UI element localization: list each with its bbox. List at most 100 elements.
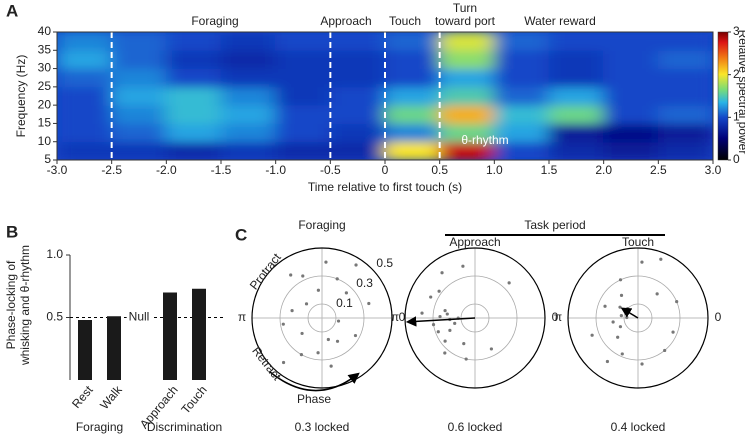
x-axis-label: Time relative to first touch (s): [308, 180, 462, 194]
theta-label: π: [238, 310, 246, 324]
polar-point: [335, 277, 339, 281]
y-axis-label: whisking and θ-rhythm: [18, 245, 32, 366]
y-tick-label: 1.0: [46, 247, 63, 261]
side-label: Retract: [249, 344, 284, 384]
heatmap-cell: [548, 122, 605, 143]
x-tick-label: -1.0: [265, 163, 286, 177]
heatmap-cell: [275, 68, 331, 88]
polar-point: [436, 330, 440, 334]
mean-vector: [405, 316, 476, 327]
polar-point: [618, 278, 623, 282]
polar-ring: [460, 303, 490, 333]
polar-point: [448, 328, 452, 332]
heatmap-cell: [493, 122, 550, 143]
locking-label: 0.6 locked: [448, 420, 503, 434]
polar-point: [616, 335, 620, 339]
polar-point: [443, 339, 447, 343]
heatmap-cell: [384, 49, 441, 70]
polar-point: [353, 333, 358, 338]
polar-point: [671, 330, 675, 334]
panel-letter: B: [6, 222, 18, 241]
event-label: Approach: [320, 14, 371, 28]
heatmap-cell: [384, 32, 441, 51]
heatmap-cell: [439, 104, 495, 124]
polar-point: [324, 260, 328, 264]
locking-label: 0.4 locked: [611, 420, 666, 434]
polar-point: [445, 312, 449, 316]
heatmap-cell: [493, 86, 550, 106]
x-tick-label: 1.0: [486, 163, 503, 177]
heatmap-cell: [329, 104, 386, 124]
heatmap-cell: [384, 122, 441, 143]
bar: [163, 292, 177, 380]
bar: [107, 316, 121, 380]
panel-letter: C: [235, 225, 247, 244]
polar-ring: [432, 275, 518, 361]
polar-point: [618, 305, 622, 309]
heatmap-cell: [657, 141, 713, 160]
heatmap-cell: [57, 122, 113, 143]
heatmap-cell: [329, 32, 386, 51]
theta-label: π: [391, 310, 399, 324]
heatmap-cell: [548, 86, 605, 106]
event-label: Turn: [453, 1, 477, 15]
polar-point: [590, 333, 594, 337]
y-tick-label: 40: [38, 24, 52, 38]
heatmap-cell: [165, 104, 222, 124]
heatmap-cell: [493, 104, 550, 124]
r-tick-label: 0.1: [336, 296, 353, 310]
x-tick-label: Touch: [178, 383, 209, 417]
x-tick-label: 3.0: [705, 163, 722, 177]
colorbar-tick-label: 2: [733, 67, 740, 81]
polar-point: [453, 321, 457, 325]
polar-point: [304, 302, 309, 306]
heatmap-cell: [493, 32, 550, 51]
polar-ring: [307, 303, 337, 333]
group-label: Foraging: [76, 420, 123, 434]
heatmap-cell: [329, 122, 386, 143]
polar-point: [316, 288, 320, 292]
event-label: Water reward: [524, 14, 596, 28]
heatmap-cell: [657, 86, 713, 106]
heatmap-cell: [275, 86, 331, 106]
polar-ring: [404, 247, 546, 389]
phase-arrow: [269, 371, 360, 392]
polar-point: [443, 351, 447, 355]
polar-point: [640, 260, 644, 264]
y-tick-label: 35: [38, 42, 52, 56]
polar-point: [335, 339, 340, 343]
polar-point: [659, 257, 663, 261]
heatmap-cell: [493, 141, 550, 160]
polar-point: [619, 314, 623, 318]
polar-point: [640, 362, 644, 366]
heatmap-cell: [439, 122, 495, 143]
polar-point: [281, 322, 285, 326]
heatmap-cell: [165, 68, 222, 88]
heatmap-cell: [275, 49, 331, 70]
heatmap-cell: [384, 104, 441, 124]
heatmap-cell: [548, 32, 605, 51]
polar-point: [299, 353, 304, 357]
mean-vector: [620, 307, 639, 319]
polar-ring: [623, 303, 653, 333]
polar-point: [367, 301, 371, 306]
polar-point: [619, 293, 624, 297]
polar-point: [625, 315, 629, 320]
event-label: Touch: [389, 14, 421, 28]
heatmap-cell: [111, 86, 167, 106]
polar-point: [663, 348, 667, 353]
polar-point: [489, 347, 493, 351]
heatmap-cell: [603, 68, 659, 88]
null-label-bg: [126, 309, 152, 324]
polar-point: [316, 351, 320, 355]
heatmap-cell: [657, 32, 713, 51]
heatmap-cell: [439, 141, 495, 160]
polar-point: [464, 357, 468, 361]
x-tick-label: Rest: [69, 382, 96, 410]
bar: [192, 288, 206, 380]
side-label: Protract: [247, 250, 284, 292]
polar-point: [611, 320, 615, 324]
x-tick-label: -2.5: [101, 163, 122, 177]
heatmap-cell: [165, 122, 222, 143]
